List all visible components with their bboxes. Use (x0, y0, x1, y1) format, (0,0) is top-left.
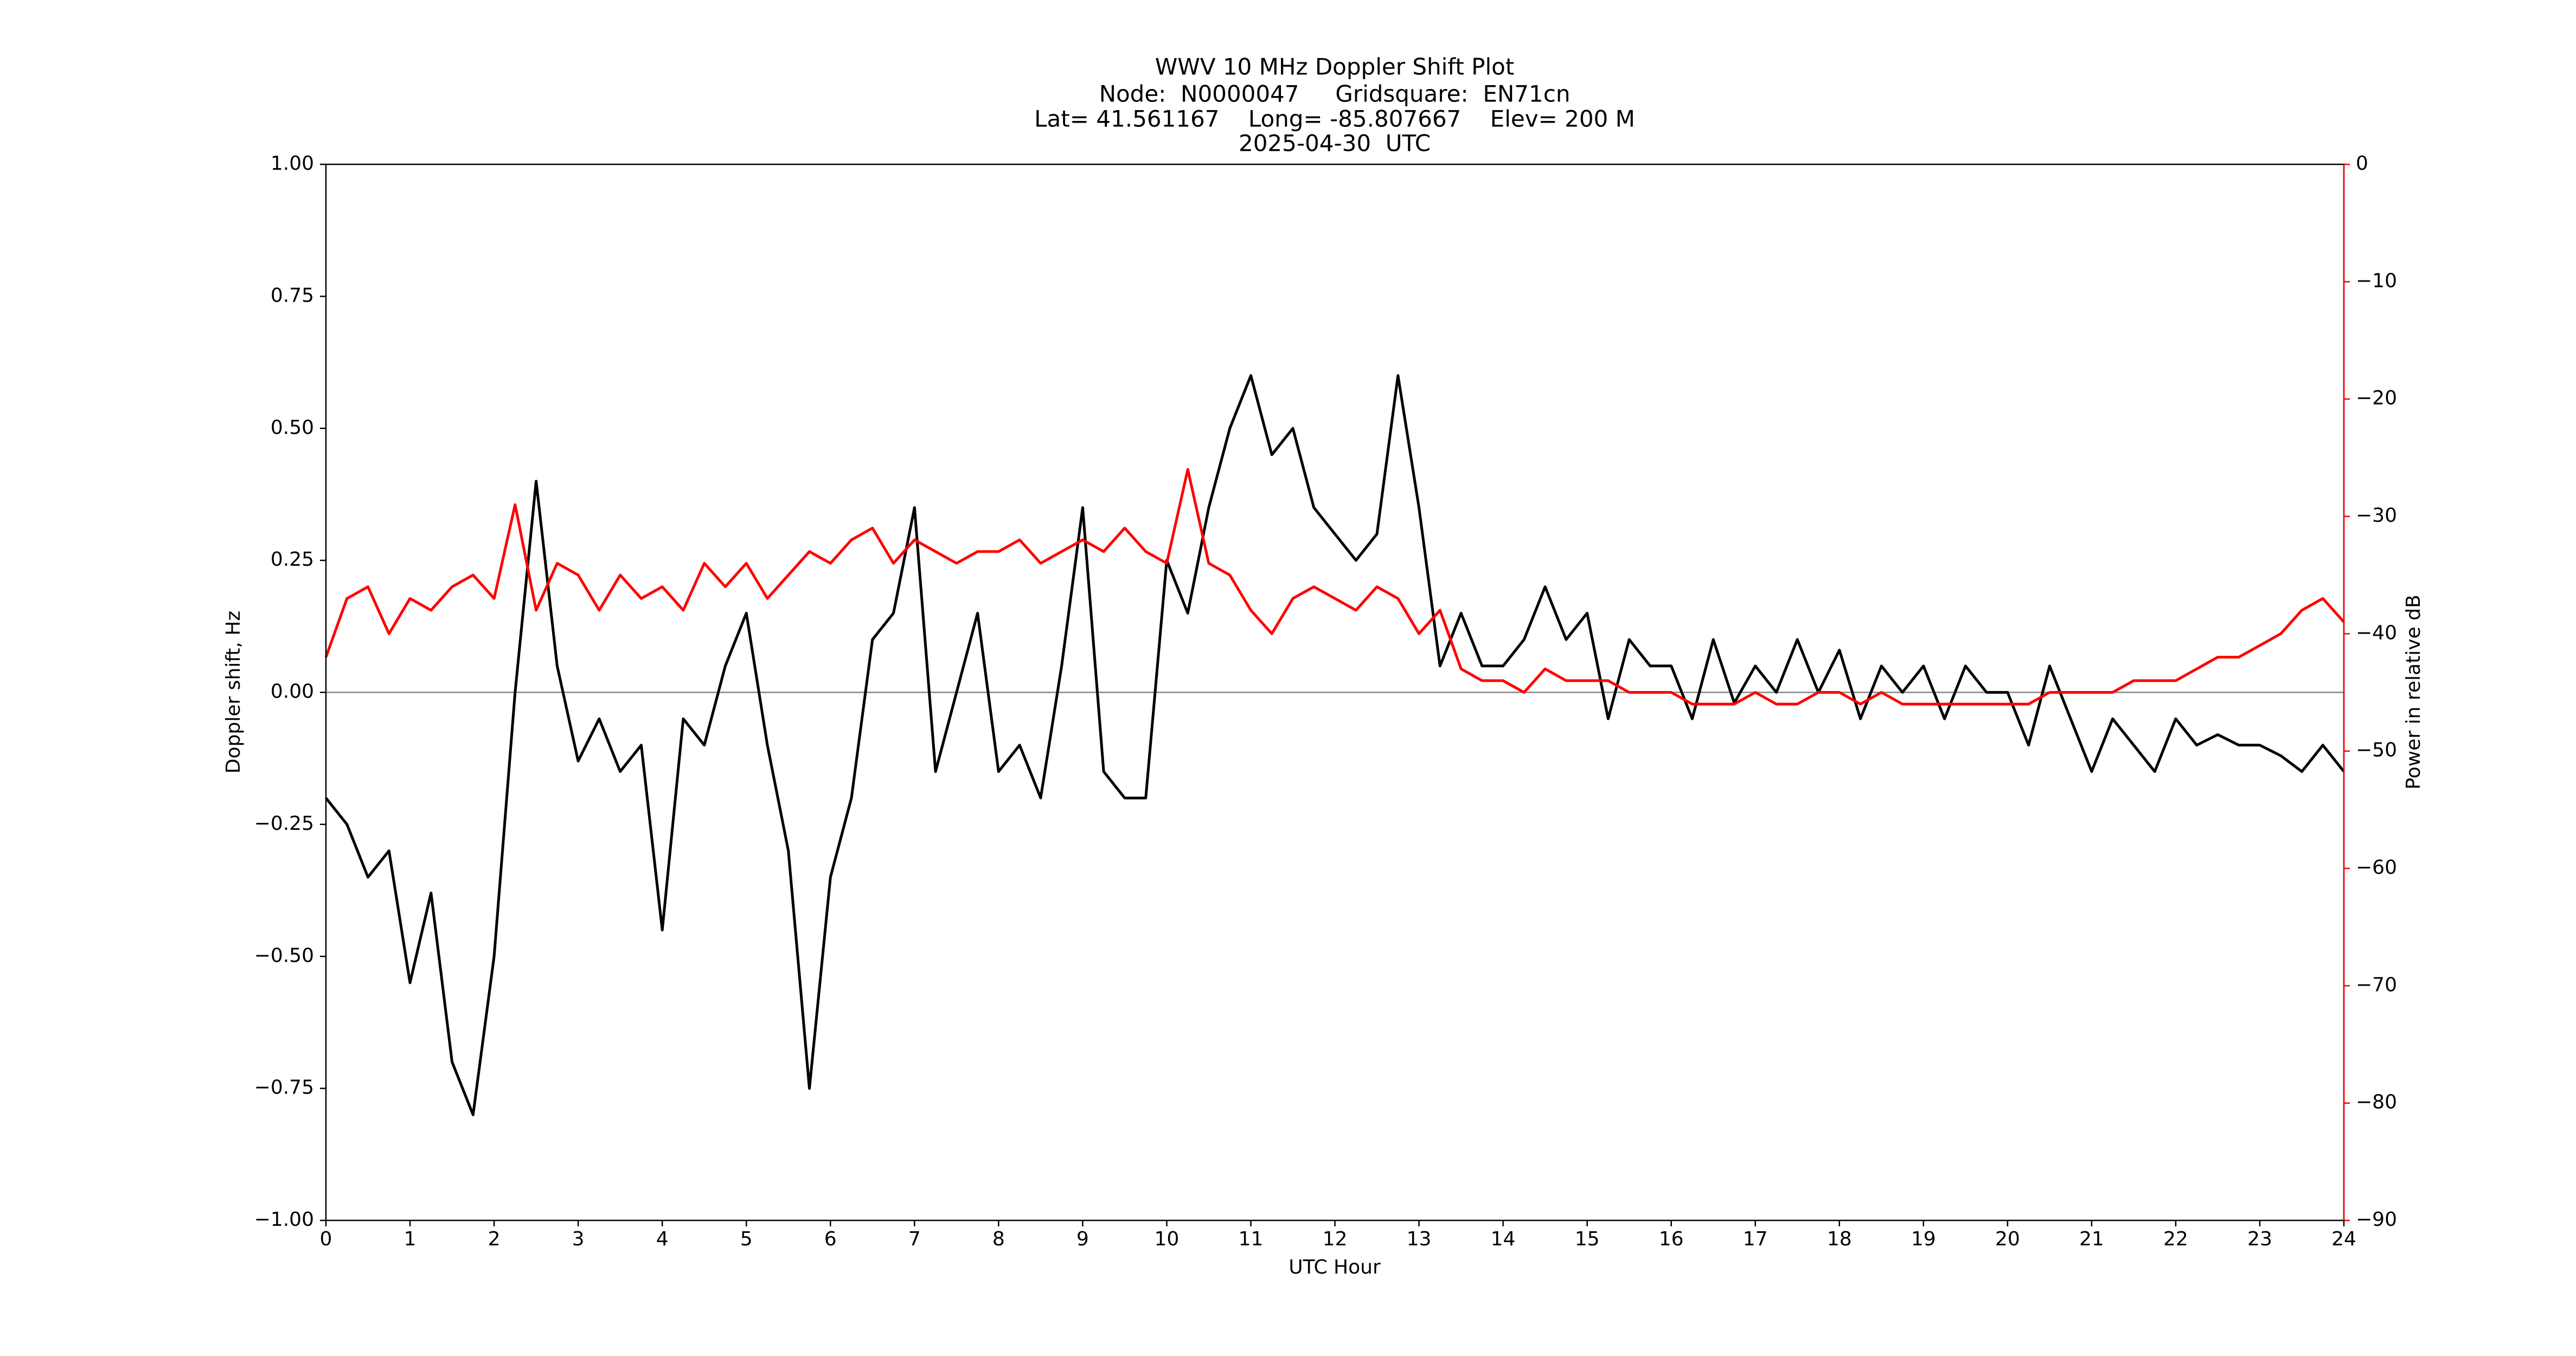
y-tick-label: −0.50 (254, 944, 314, 967)
x-tick-label: 13 (1407, 1228, 1432, 1250)
x-tick-label: 21 (2079, 1228, 2104, 1250)
x-tick-label: 3 (572, 1228, 585, 1250)
chart-title: WWV 10 MHz Doppler Shift Plot (1155, 54, 1515, 80)
x-tick-label: 9 (1076, 1228, 1089, 1250)
x-tick-label: 1 (404, 1228, 416, 1250)
y2-tick-label: −20 (2356, 387, 2397, 410)
y2-axis-label: Power in relative dB (2402, 594, 2425, 789)
data-line (324, 468, 2345, 706)
y-tick-label: −0.25 (254, 813, 314, 835)
x-tick-label: 2 (488, 1228, 501, 1250)
x-tick-label: 19 (1911, 1228, 1936, 1250)
x-tick-label: 11 (1239, 1228, 1264, 1250)
x-tick-label: 6 (824, 1228, 837, 1250)
x-axis-label: UTC Hour (1289, 1256, 1381, 1278)
x-tick-label: 15 (1575, 1228, 1600, 1250)
x-tick-label: 12 (1323, 1228, 1348, 1250)
data-line (325, 374, 2345, 1116)
x-tick-label: 7 (908, 1228, 921, 1250)
x-tick-label: 14 (1491, 1228, 1516, 1250)
y2-tick-label: −50 (2356, 739, 2397, 762)
x-tick-label: 22 (2163, 1228, 2188, 1250)
y-tick-label: −1.00 (254, 1208, 314, 1231)
x-tick-label: 0 (320, 1228, 332, 1250)
y-tick-label: −0.75 (254, 1077, 314, 1099)
y-tick-label: 1.00 (271, 152, 314, 175)
chart-subtitle: Lat= 41.561167 Long= -85.807667 Elev= 20… (1034, 106, 1635, 132)
x-tick-label: 23 (2247, 1228, 2272, 1250)
chart-subtitle: Node: N0000047 Gridsquare: EN71cn (1099, 81, 1571, 107)
x-tick-label: 4 (656, 1228, 669, 1250)
y-tick-label: 0.00 (271, 681, 314, 703)
x-tick-label: 17 (1743, 1228, 1768, 1250)
y2-tick-label: −80 (2356, 1091, 2397, 1114)
x-tick-label: 5 (740, 1228, 753, 1250)
x-tick-label: 18 (1827, 1228, 1852, 1250)
y2-tick-label: −70 (2356, 974, 2397, 996)
chart-subtitle: 2025-04-30 UTC (1239, 130, 1431, 157)
y-tick-label: 0.25 (271, 548, 314, 571)
x-tick-label: 10 (1155, 1228, 1180, 1250)
x-tick-label: 16 (1659, 1228, 1684, 1250)
x-tick-label: 20 (1995, 1228, 2020, 1250)
x-tick-label: 24 (2331, 1228, 2356, 1250)
y2-tick-label: −90 (2356, 1208, 2397, 1231)
x-tick-label: 8 (992, 1228, 1005, 1250)
y-tick-label: 0.75 (271, 284, 314, 306)
y2-tick-label: −40 (2356, 622, 2397, 644)
y-tick-label: 0.50 (271, 417, 314, 439)
y-axis-label: Doppler shift, Hz (222, 611, 245, 773)
y2-tick-label: −10 (2356, 270, 2397, 292)
y2-tick-label: −60 (2356, 856, 2397, 879)
y2-tick-label: −30 (2356, 504, 2397, 527)
y2-tick-label: 0 (2356, 152, 2368, 175)
